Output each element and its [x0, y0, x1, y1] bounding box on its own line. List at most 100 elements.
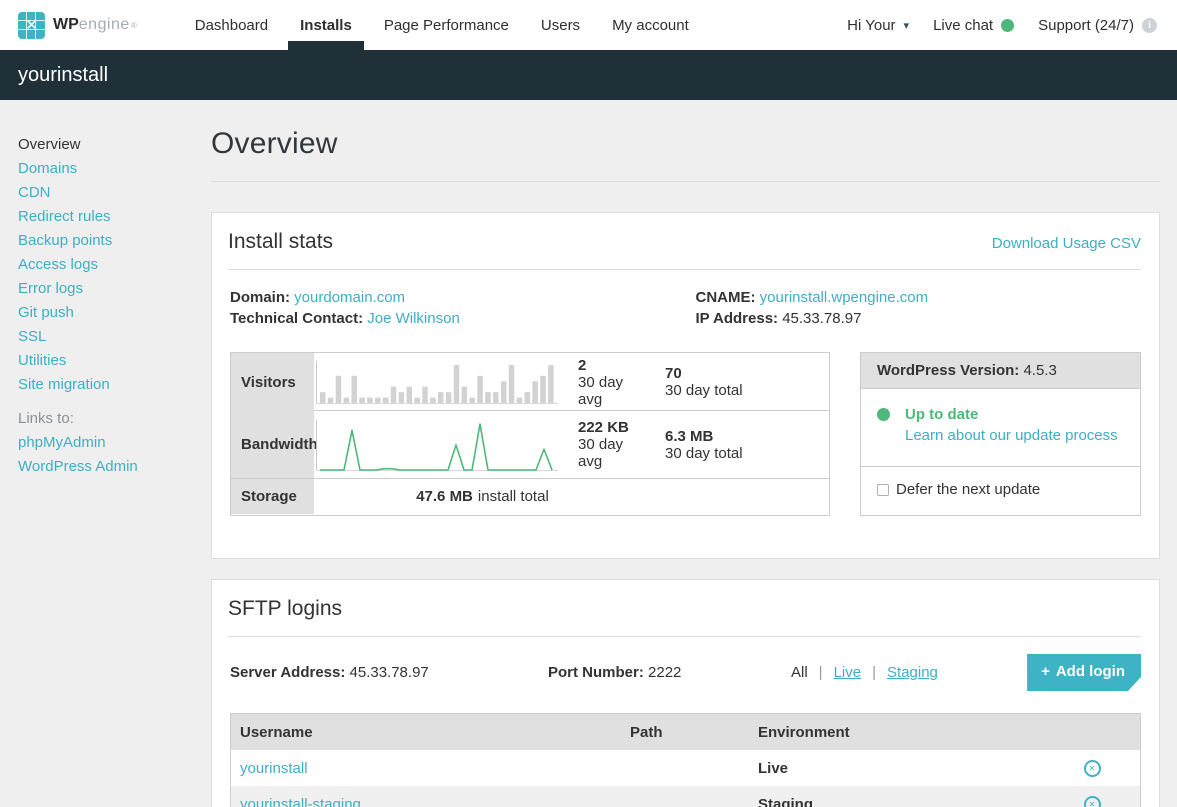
live-chat-button[interactable]: Live chat — [933, 16, 1015, 34]
column-header-path: Path — [630, 723, 663, 741]
wordpress-version-box: WordPress Version: 4.5.3 Up to date Lear… — [860, 352, 1141, 516]
user-menu[interactable]: Hi Your ▾ — [847, 17, 909, 34]
domain-link[interactable]: yourdomain.com — [294, 289, 406, 306]
sidebar-item-redirect-rules[interactable]: Redirect rules — [18, 208, 111, 225]
topbar: ✕ WP engine ® Dashboard Installs Page Perfor… — [0, 0, 1177, 50]
defer-update-section: Defer the next update — [861, 467, 1140, 515]
nav-item-users[interactable]: Users — [540, 16, 581, 34]
sidebar-item-domains[interactable]: Domains — [18, 160, 78, 177]
bandwidth-avg: 222 KB 30 day avg — [564, 411, 651, 478]
sidebar-item-git-push[interactable]: Git push — [18, 304, 74, 321]
chevron-down-icon: ▾ — [903, 19, 910, 32]
cname-link[interactable]: yourinstall.wpengine.com — [759, 289, 929, 306]
username-link-yourinstall[interactable]: yourinstall — [240, 759, 308, 777]
username-cell: yourinstall-staging — [231, 796, 621, 807]
sidebar: Overview Domains CDN Redirect rules Backup p… — [0, 100, 211, 807]
download-usage-csv-link[interactable]: Download Usage CSV — [991, 235, 1141, 252]
storage-caption: install total — [477, 488, 549, 505]
sidebar-item-ssl[interactable]: SSL — [18, 328, 47, 345]
username-cell: yourinstall — [231, 760, 621, 777]
wordpress-version-header: WordPress Version: 4.5.3 — [861, 353, 1140, 389]
ip-address-value: 45.33.78.97 — [782, 310, 862, 327]
wordpress-status-section: Up to date Learn about our update proces… — [861, 389, 1140, 467]
user-menu-label: Hi Your — [847, 16, 896, 34]
info-icon: i — [1142, 17, 1157, 33]
storage-label: Storage — [231, 479, 314, 514]
nav-item-my-account[interactable]: My account — [612, 16, 689, 34]
page-title: Overview — [211, 127, 338, 160]
storage-value-cell: 47.6 MB install total — [314, 479, 651, 514]
install-name: yourinstall — [18, 63, 109, 86]
update-process-link[interactable]: Learn about our update process — [905, 427, 1118, 444]
actions-cell: ✕ — [1044, 759, 1140, 777]
defer-update-checkbox[interactable] — [877, 483, 889, 496]
sidebar-item-site-migration[interactable]: Site migration — [18, 376, 110, 393]
sidebar-item-access-logs[interactable]: Access logs — [18, 256, 99, 273]
port-number-label: Port Number: — [548, 664, 644, 681]
sftp-row-yourinstall-staging: yourinstall-staging Staging ✕ — [231, 786, 1140, 807]
sftp-logins-table: Username Path Environment yourinstall Live ✕… — [230, 713, 1141, 807]
bandwidth-line-chart — [314, 411, 564, 478]
title-divider — [211, 181, 1160, 182]
install-info: Domain: yourdomain.com CNAME: yourinstal… — [230, 287, 1141, 329]
install-stats-card: Install stats Download Usage CSV Domain:… — [211, 212, 1160, 559]
sftp-row-yourinstall: yourinstall Live ✕ — [231, 750, 1140, 786]
column-header-username: Username — [240, 723, 313, 741]
visitors-bar-chart-svg — [316, 361, 558, 404]
sftp-logins-title: SFTP logins — [228, 597, 342, 620]
filter-live[interactable]: Live — [833, 664, 862, 681]
card-divider — [228, 269, 1141, 270]
nav-item-dashboard[interactable]: Dashboard — [194, 16, 269, 34]
technical-contact-link[interactable]: Joe Wilkinson — [367, 310, 460, 327]
nav-item-page-performance[interactable]: Page Performance — [383, 16, 509, 34]
sidebar-item-utilities[interactable]: Utilities — [18, 352, 67, 369]
plus-icon: + — [1041, 663, 1050, 680]
bandwidth-total-value: 6.3 MB — [665, 427, 714, 445]
wpengine-logo[interactable]: ✕ WP engine ® — [18, 11, 137, 39]
server-address-value: 45.33.78.97 — [349, 664, 429, 681]
sidebar-item-error-logs[interactable]: Error logs — [18, 280, 84, 297]
brand-registered-mark: ® — [130, 20, 137, 30]
visitors-total-value: 70 — [665, 365, 682, 382]
brand-wp-text: WP — [53, 16, 79, 33]
technical-contact-row: Technical Contact: Joe Wilkinson — [230, 308, 676, 329]
nav-item-installs[interactable]: Installs — [288, 0, 364, 50]
column-header-environment: Environment — [758, 723, 850, 741]
bandwidth-row: Bandwidth 222 KB 30 day avg 6.3 MB 30 da… — [231, 411, 829, 479]
visitors-avg: 2 30 day avg — [564, 353, 651, 411]
install-stats-title: Install stats — [228, 230, 334, 253]
defer-update-label: Defer the next update — [896, 481, 1041, 498]
usage-stats-table: Visitors 2 30 day avg 70 30 day total Ba… — [230, 352, 830, 516]
sidebar-item-cdn[interactable]: CDN — [18, 184, 51, 201]
sidebar-item-backup-points[interactable]: Backup points — [18, 232, 113, 249]
brand-engine-text: engine — [78, 16, 130, 33]
ip-address-label: IP Address: — [695, 310, 779, 327]
ip-address-row: IP Address: 45.33.78.97 — [696, 308, 1142, 329]
live-chat-label: Live chat — [933, 16, 994, 34]
delete-login-icon[interactable]: ✕ — [1083, 759, 1101, 777]
filter-separator: | — [818, 664, 823, 681]
technical-contact-label: Technical Contact: — [230, 310, 364, 327]
chat-online-status-dot — [1001, 18, 1015, 32]
add-login-button[interactable]: + Add login — [1027, 654, 1141, 691]
server-address: Server Address: 45.33.78.97 — [230, 664, 548, 681]
up-to-date-status-dot — [877, 408, 890, 421]
support-link[interactable]: Support (24/7) i — [1038, 17, 1157, 34]
bandwidth-total: 6.3 MB 30 day total — [651, 411, 831, 478]
environment-filters: All | Live | Staging — [791, 664, 938, 681]
visitors-total: 70 30 day total — [651, 353, 831, 411]
bandwidth-total-caption: 30 day total — [665, 444, 743, 462]
filter-separator: | — [872, 664, 877, 681]
wordpress-version-label: WordPress Version: — [877, 362, 1020, 379]
visitors-total-caption: 30 day total — [665, 382, 743, 399]
card-divider — [228, 636, 1141, 637]
delete-login-icon[interactable]: ✕ — [1083, 795, 1101, 807]
sidebar-link-wordpress-admin[interactable]: WordPress Admin — [18, 458, 138, 475]
filter-staging[interactable]: Staging — [887, 664, 938, 681]
visitors-avg-value: 2 — [578, 356, 587, 374]
visitors-avg-caption: 30 day avg — [578, 373, 624, 408]
sidebar-link-phpmyadmin[interactable]: phpMyAdmin — [18, 434, 106, 451]
username-link-yourinstall-staging[interactable]: yourinstall-staging — [240, 795, 361, 807]
filter-all[interactable]: All — [791, 664, 808, 681]
sidebar-item-overview[interactable]: Overview — [18, 136, 81, 153]
